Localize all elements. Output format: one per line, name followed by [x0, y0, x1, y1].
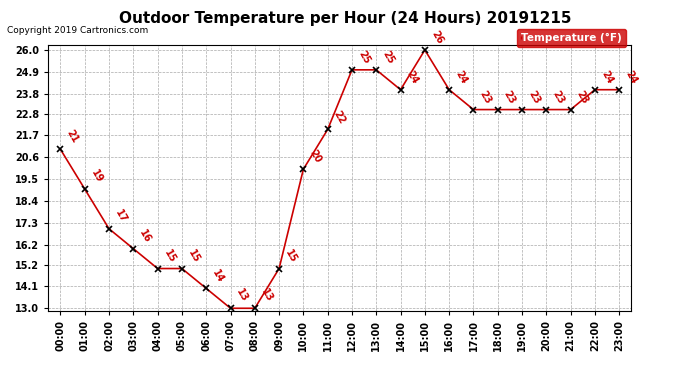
- Text: 21: 21: [65, 129, 80, 145]
- Text: 22: 22: [332, 109, 347, 125]
- Text: 13: 13: [259, 287, 275, 304]
- Text: 23: 23: [477, 89, 493, 105]
- Text: 23: 23: [526, 89, 542, 105]
- Text: Outdoor Temperature per Hour (24 Hours) 20191215: Outdoor Temperature per Hour (24 Hours) …: [119, 11, 571, 26]
- Text: 13: 13: [235, 287, 250, 304]
- Text: 17: 17: [113, 208, 128, 225]
- Text: 15: 15: [161, 248, 177, 264]
- Text: 23: 23: [502, 89, 518, 105]
- Text: 24: 24: [405, 69, 420, 86]
- Text: 26: 26: [429, 29, 444, 46]
- Text: 25: 25: [380, 49, 396, 66]
- Text: 24: 24: [453, 69, 469, 86]
- Text: 19: 19: [89, 168, 104, 185]
- Text: 23: 23: [575, 89, 590, 105]
- Text: 20: 20: [308, 148, 323, 165]
- Text: 23: 23: [551, 89, 566, 105]
- Text: 24: 24: [623, 69, 639, 86]
- Text: 15: 15: [186, 248, 201, 264]
- Text: Copyright 2019 Cartronics.com: Copyright 2019 Cartronics.com: [7, 26, 148, 35]
- Text: 15: 15: [284, 248, 299, 264]
- Text: 16: 16: [137, 228, 153, 244]
- Text: 25: 25: [356, 49, 371, 66]
- Text: 24: 24: [599, 69, 615, 86]
- Legend: Temperature (°F): Temperature (°F): [517, 29, 626, 47]
- Text: 14: 14: [210, 267, 226, 284]
